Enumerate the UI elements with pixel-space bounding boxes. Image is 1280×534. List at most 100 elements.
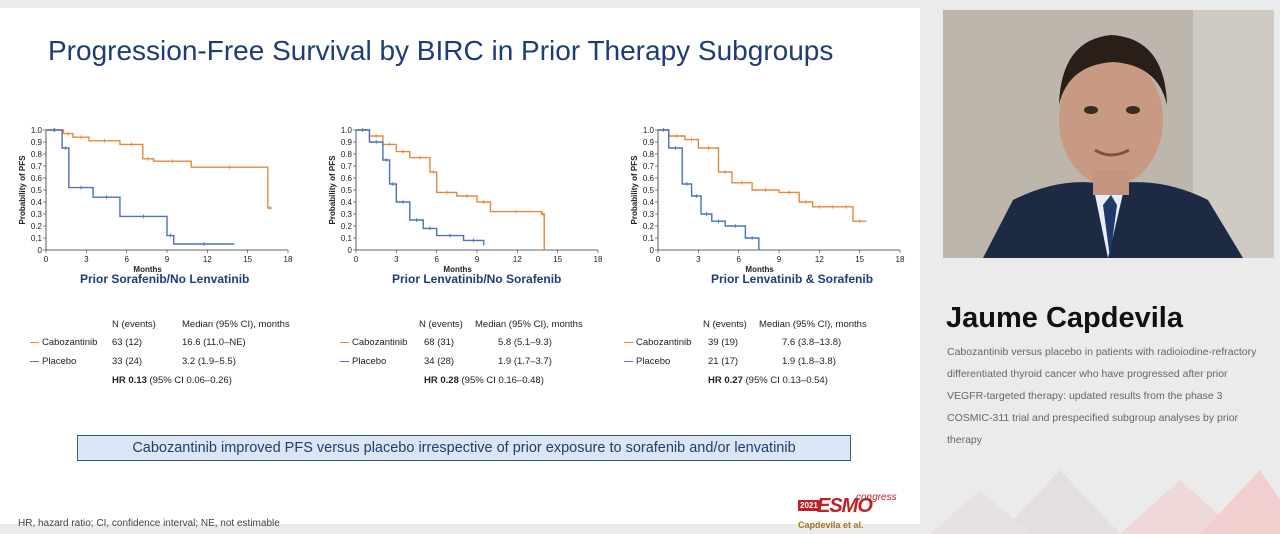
x-tick-label: 0 bbox=[44, 255, 49, 264]
x-tick-label: 6 bbox=[736, 255, 741, 264]
x-tick-label: 3 bbox=[394, 255, 399, 264]
km-curve-cabozantinib bbox=[658, 129, 867, 222]
placebo-legend-swatch bbox=[624, 360, 633, 363]
y-tick-label: 0 bbox=[650, 246, 655, 255]
y-tick-label: 1.0 bbox=[31, 126, 43, 135]
x-tick-label: 6 bbox=[434, 255, 439, 264]
km-curve-cabozantinib bbox=[356, 129, 545, 250]
cabozantinib-legend-swatch bbox=[340, 341, 349, 344]
row-arm-label: Placebo bbox=[340, 356, 386, 367]
speaker-portrait bbox=[943, 10, 1274, 258]
key-message-box: Cabozantinib improved PFS versus placebo… bbox=[77, 435, 851, 461]
hazard-ratio: HR 0.13 (95% CI 0.06–0.26) bbox=[112, 375, 232, 386]
row-arm-label: Cabozantinib bbox=[340, 337, 407, 348]
col-header-median: Median (95% CI), months bbox=[182, 319, 290, 330]
y-tick-label: 0.9 bbox=[341, 138, 353, 147]
col-header-median: Median (95% CI), months bbox=[475, 319, 583, 330]
y-tick-label: 0 bbox=[348, 246, 353, 255]
esmo-congress-logo: 2021 ESMO congress Capdevila et al. bbox=[798, 492, 898, 532]
y-tick-label: 0.6 bbox=[643, 174, 655, 183]
x-tick-label: 18 bbox=[896, 255, 905, 264]
y-tick-label: 0 bbox=[38, 246, 43, 255]
y-tick-label: 0.2 bbox=[31, 222, 43, 231]
speaker-video bbox=[943, 10, 1274, 258]
y-tick-label: 0.7 bbox=[31, 162, 43, 171]
km-curve-placebo bbox=[46, 129, 235, 245]
logo-suffix: congress bbox=[856, 492, 897, 503]
km-plot: 0 0.1 0.2 0.3 0.4 0.5 0.6 0.7 0.8 0.9 1.0 0 3 6 9 12 15 1… bbox=[328, 126, 603, 274]
x-tick-label: 12 bbox=[203, 255, 212, 264]
placebo-legend-swatch bbox=[30, 360, 39, 363]
x-tick-label: 12 bbox=[815, 255, 824, 264]
y-tick-label: 0.9 bbox=[31, 138, 43, 147]
col-header-n: N (events) bbox=[419, 319, 463, 330]
chart-title: Prior Lenvatinib/No Sorafenib bbox=[392, 272, 562, 286]
hazard-ratio: HR 0.28 (95% CI 0.16–0.48) bbox=[424, 375, 544, 386]
km-chart-panel: 0 0.1 0.2 0.3 0.4 0.5 0.6 0.7 0.8 0.9 1.0 0 3 6 9 12 15 1… bbox=[328, 118, 628, 288]
logo-author: Capdevila et al. bbox=[798, 520, 864, 530]
x-tick-label: 9 bbox=[165, 255, 170, 264]
row-median: 7.6 (3.8–13.8) bbox=[782, 337, 842, 348]
x-tick-label: 3 bbox=[84, 255, 89, 264]
y-tick-label: 1.0 bbox=[643, 126, 655, 135]
y-tick-label: 0.5 bbox=[643, 186, 655, 195]
x-tick-label: 9 bbox=[777, 255, 782, 264]
x-axis-label: Months bbox=[745, 265, 774, 274]
y-tick-label: 0.8 bbox=[31, 150, 43, 159]
row-arm-label: Cabozantinib bbox=[30, 337, 97, 348]
x-tick-label: 3 bbox=[696, 255, 701, 264]
x-tick-label: 9 bbox=[475, 255, 480, 264]
placebo-legend-swatch bbox=[340, 360, 349, 363]
y-tick-label: 0.5 bbox=[31, 186, 43, 195]
row-n: 21 (17) bbox=[708, 356, 739, 367]
logo-year: 2021 bbox=[798, 500, 820, 511]
y-tick-label: 0.4 bbox=[341, 198, 353, 207]
y-tick-label: 0.3 bbox=[341, 210, 353, 219]
x-tick-label: 18 bbox=[594, 255, 603, 264]
y-tick-label: 0.8 bbox=[643, 150, 655, 159]
y-tick-label: 1.0 bbox=[341, 126, 353, 135]
footnote: HR, hazard ratio; CI, confidence interva… bbox=[18, 518, 280, 529]
y-tick-label: 0.3 bbox=[31, 210, 43, 219]
x-tick-label: 15 bbox=[243, 255, 252, 264]
y-tick-label: 0.2 bbox=[341, 222, 353, 231]
y-tick-label: 0.7 bbox=[643, 162, 655, 171]
row-n: 68 (31) bbox=[424, 337, 455, 348]
col-header-n: N (events) bbox=[703, 319, 747, 330]
speaker-name: Jaume Capdevila bbox=[946, 302, 1183, 334]
y-tick-label: 0.1 bbox=[31, 234, 43, 243]
row-n: 39 (19) bbox=[708, 337, 739, 348]
row-median: 1.9 (1.7–3.7) bbox=[498, 356, 552, 367]
slide-title: Progression-Free Survival by BIRC in Pri… bbox=[48, 35, 834, 66]
km-plot: 0 0.1 0.2 0.3 0.4 0.5 0.6 0.7 0.8 0.9 1.0 0 3 6 9 12 15 1… bbox=[18, 126, 293, 274]
x-axis-label: Months bbox=[133, 265, 162, 274]
km-curve-cabozantinib bbox=[46, 129, 272, 209]
km-curve-placebo bbox=[658, 129, 760, 250]
y-tick-label: 0.6 bbox=[31, 174, 43, 183]
cabozantinib-legend-swatch bbox=[30, 341, 39, 344]
talk-title: Cabozantinib versus placebo in patients … bbox=[947, 346, 1257, 446]
y-tick-label: 0.4 bbox=[643, 198, 655, 207]
x-tick-label: 0 bbox=[354, 255, 359, 264]
y-axis-label: Probability of PFS bbox=[630, 155, 639, 225]
y-tick-label: 0.6 bbox=[341, 174, 353, 183]
logo-name: ESMO bbox=[817, 495, 873, 517]
presentation-slide: Progression-Free Survival by BIRC in Pri… bbox=[0, 8, 920, 530]
row-n: 34 (28) bbox=[424, 356, 455, 367]
chart-title: Prior Sorafenib/No Lenvatinib bbox=[80, 272, 250, 286]
y-tick-label: 0.9 bbox=[643, 138, 655, 147]
km-chart-panel: 0 0.1 0.2 0.3 0.4 0.5 0.6 0.7 0.8 0.9 1.0 0 3 6 9 12 15 1… bbox=[630, 118, 930, 288]
y-tick-label: 0.4 bbox=[31, 198, 43, 207]
y-axis-label: Probability of PFS bbox=[18, 155, 27, 225]
x-axis-label: Months bbox=[443, 265, 472, 274]
y-tick-label: 0.1 bbox=[643, 234, 655, 243]
row-median: 1.9 (1.8–3.8) bbox=[782, 356, 836, 367]
col-header-median: Median (95% CI), months bbox=[759, 319, 867, 330]
x-tick-label: 0 bbox=[656, 255, 661, 264]
y-tick-label: 0.3 bbox=[643, 210, 655, 219]
y-tick-label: 0.2 bbox=[643, 222, 655, 231]
row-median: 16.6 (11.0–NE) bbox=[182, 337, 246, 348]
row-n: 33 (24) bbox=[112, 356, 143, 367]
y-tick-label: 0.1 bbox=[341, 234, 353, 243]
